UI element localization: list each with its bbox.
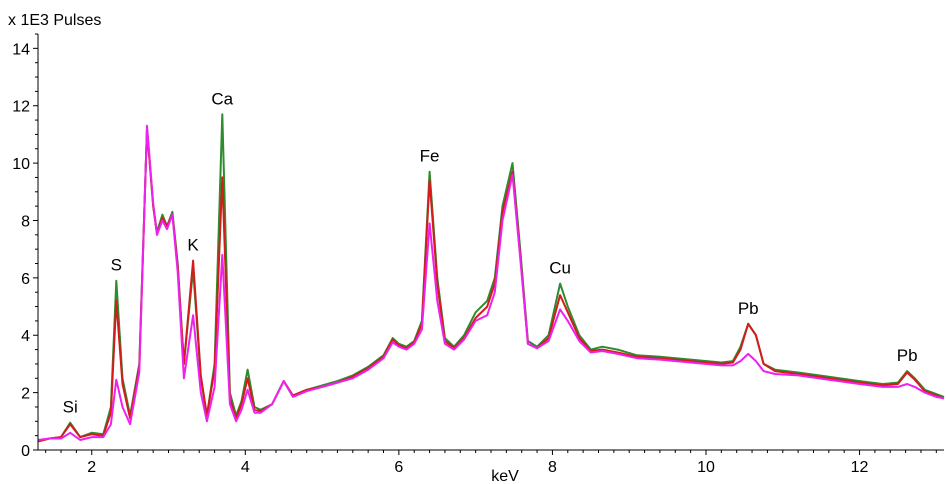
y-tick-label: 0 — [21, 443, 30, 460]
series-line-1 — [37, 113, 945, 443]
peak-label: Si — [63, 398, 78, 417]
axes — [37, 34, 944, 451]
y-tick-label: 14 — [12, 41, 30, 58]
x-tick-label: 2 — [87, 459, 96, 476]
peak-label: K — [187, 236, 199, 255]
y-tick-label: 8 — [21, 213, 30, 230]
y-tick-label: 2 — [21, 386, 30, 403]
peak-label: Pb — [897, 346, 918, 365]
x-tick-label: 8 — [548, 459, 557, 476]
x-axis-title: keV — [491, 468, 519, 484]
peak-annotations: Si S K Ca Fe Cu Pb Pb — [63, 89, 918, 416]
x-tick-label: 12 — [851, 459, 869, 476]
y-tick-label: 6 — [21, 271, 30, 288]
x-tick-label: 4 — [241, 459, 250, 476]
peak-label: Fe — [420, 147, 440, 166]
peak-label: Pb — [738, 299, 759, 318]
x-tick-label: 10 — [697, 459, 715, 476]
series-line-2 — [37, 127, 945, 443]
x-tick-label: 6 — [394, 459, 403, 476]
series-layer — [37, 113, 945, 443]
peak-label: Cu — [549, 259, 571, 278]
y-axis-title: x 1E3 Pulses — [8, 12, 101, 29]
y-tick-label: 4 — [21, 328, 30, 345]
ticks: 0 2 4 6 8 10 12 14 2 4 6 8 10 12 — [12, 33, 937, 476]
y-tick-label: 12 — [12, 99, 30, 116]
y-tick-label: 10 — [12, 156, 30, 173]
peak-label: S — [111, 256, 122, 275]
peak-label: Ca — [211, 89, 233, 108]
series-line-3 — [37, 124, 945, 441]
